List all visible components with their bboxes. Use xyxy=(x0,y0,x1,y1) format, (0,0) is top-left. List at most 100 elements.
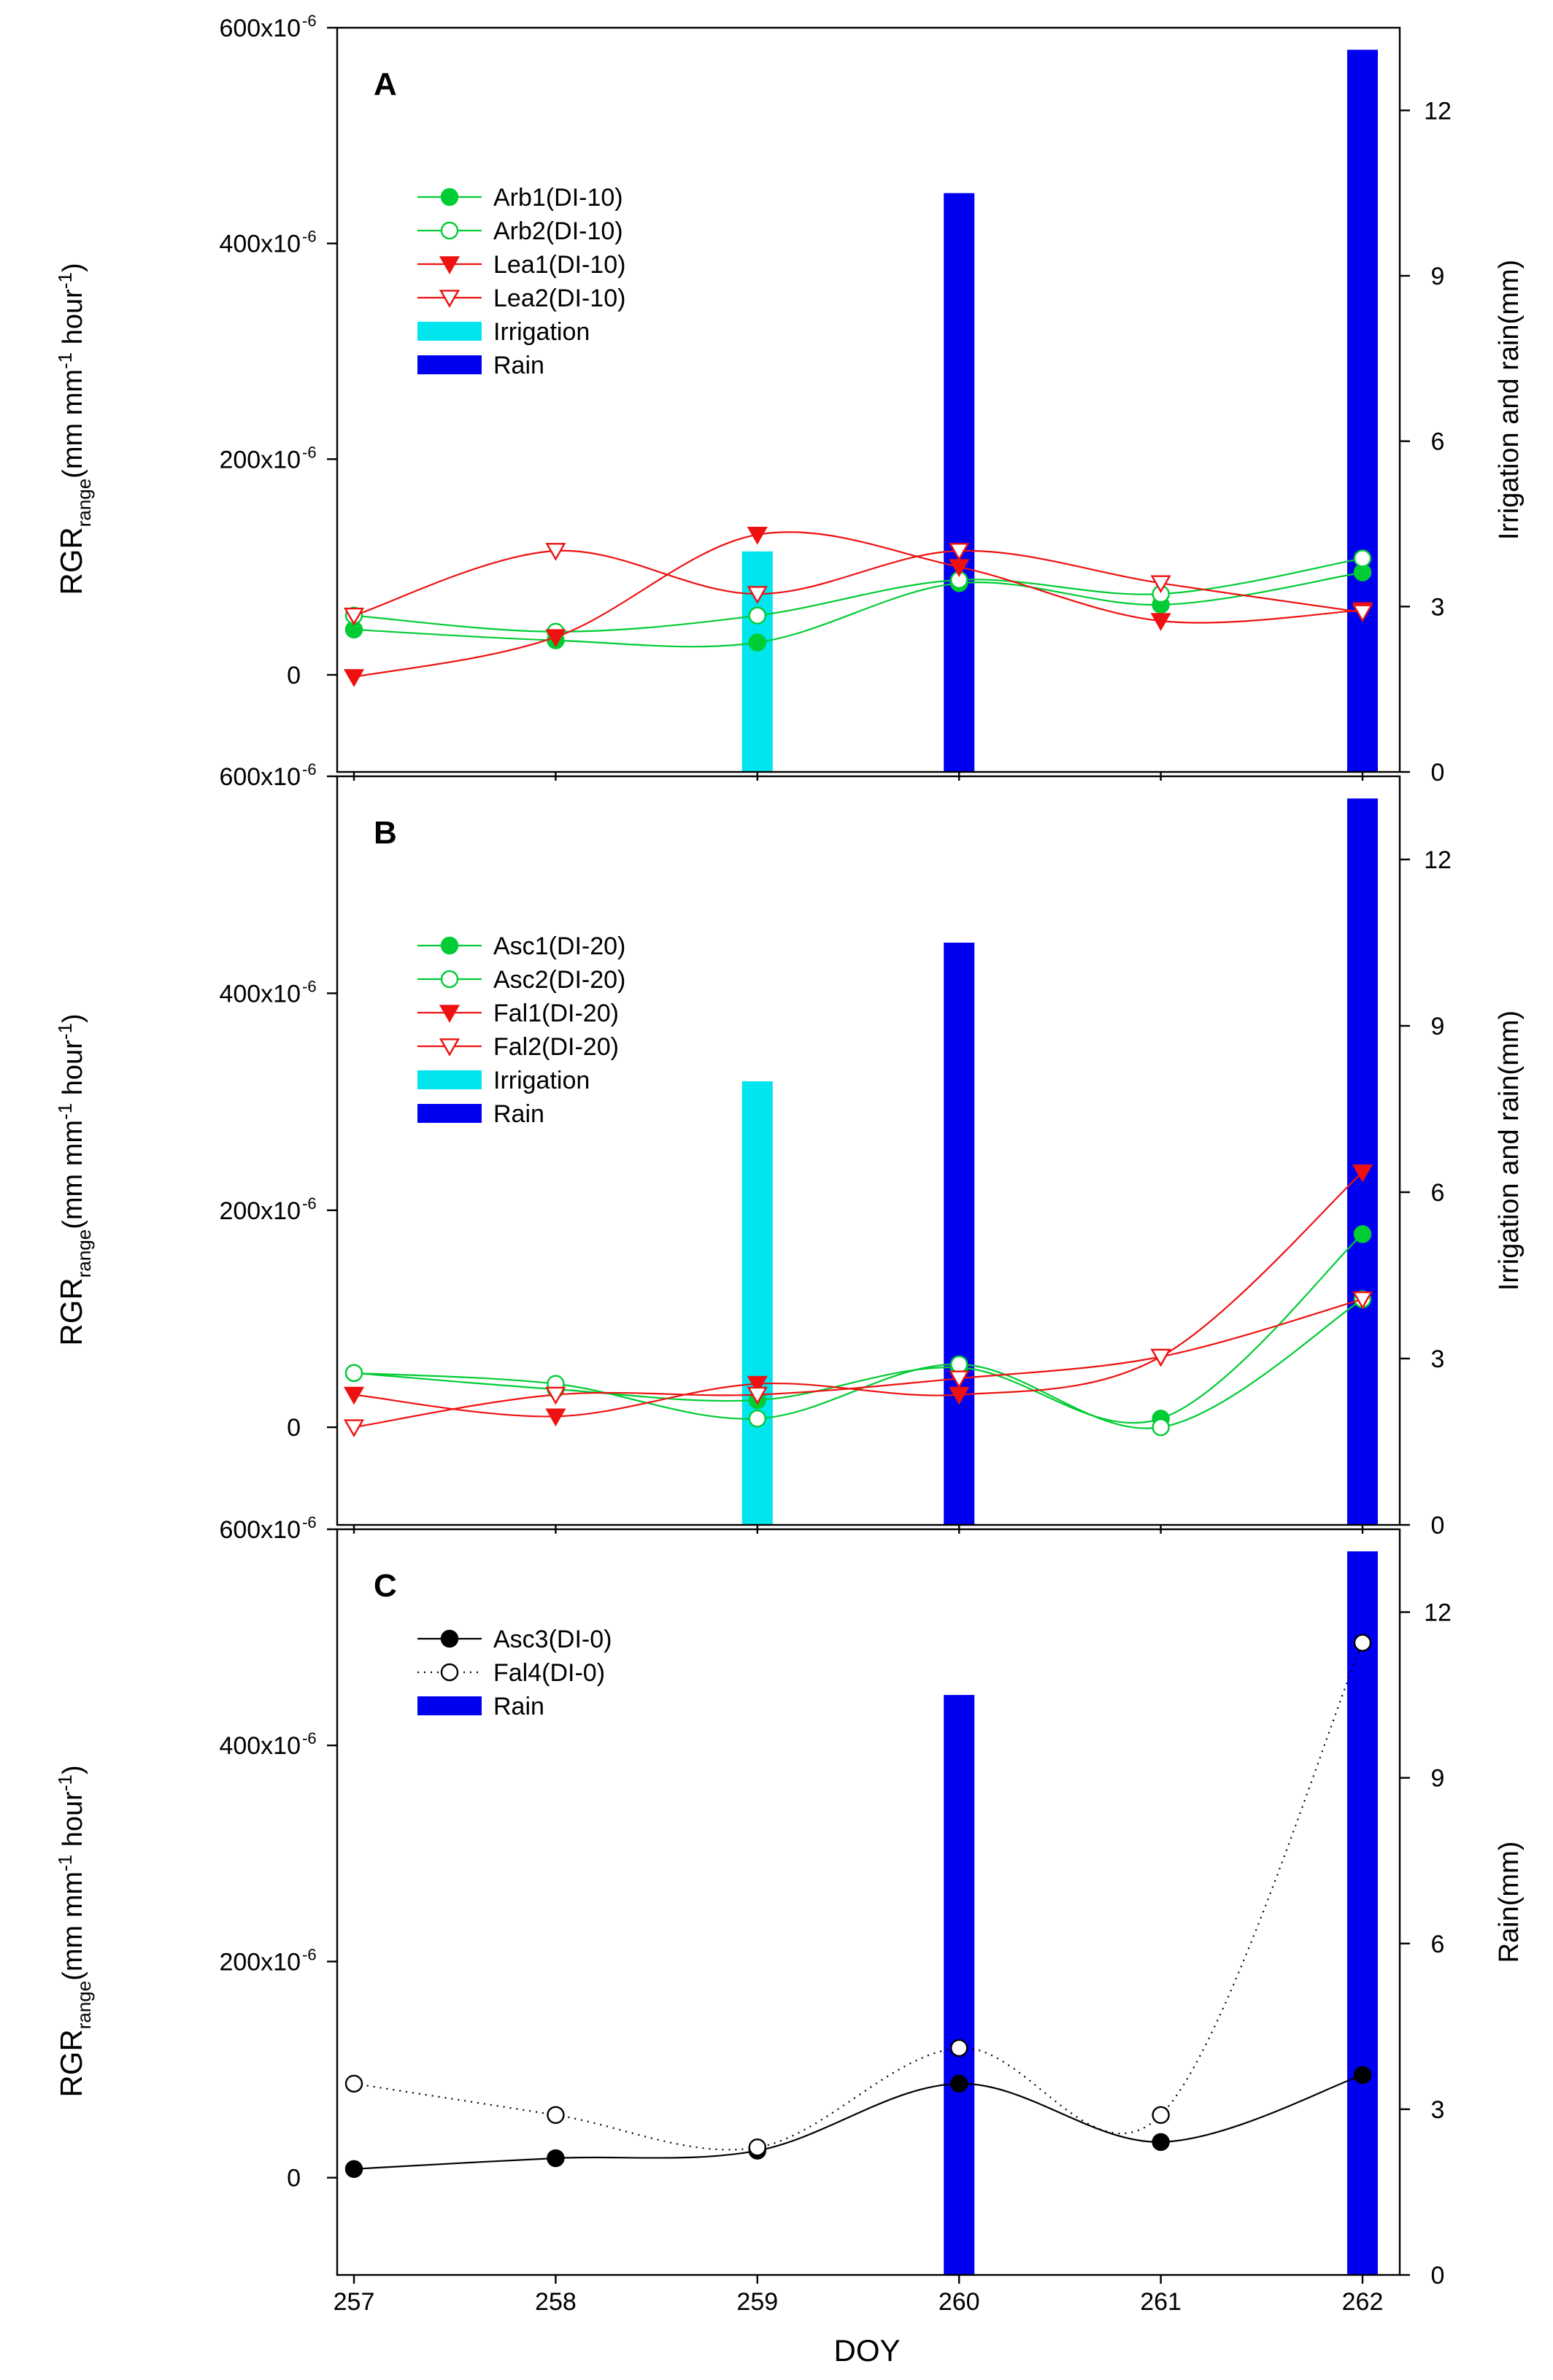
legend-entry: Irrigation xyxy=(493,1067,590,1094)
data-point-3-2 xyxy=(747,1386,768,1405)
right-tick-label-text: 6 xyxy=(1431,428,1445,456)
data-point-0-5 xyxy=(1353,1225,1372,1243)
series-line-0 xyxy=(353,2074,1363,2170)
left-tick-label-text: 200x10 xyxy=(219,1948,301,1976)
data-point-0-5 xyxy=(1353,2066,1372,2085)
left-tick-label: 400x10 xyxy=(219,1732,301,1760)
left-tick-exponent-text: -6 xyxy=(302,1513,317,1531)
left-axis-label-exp2: -1 xyxy=(54,1774,76,1791)
right-tick-label-text: 0 xyxy=(1431,1512,1445,1539)
legend-entry-text: Rain xyxy=(493,352,544,379)
legend-marker xyxy=(440,936,459,955)
legend-marker xyxy=(439,256,460,274)
left-axis-label-exp1: -1 xyxy=(54,1855,76,1871)
legend-entry: Rain xyxy=(493,352,544,379)
plot-frame xyxy=(336,1528,1401,2276)
left-tick-label-text: 400x10 xyxy=(219,231,301,258)
left-axis-label-unit-mid: hour xyxy=(58,289,88,352)
legend-entry: Arb2(DI-10) xyxy=(493,217,623,245)
left-tick-label: 200x10 xyxy=(219,1197,301,1225)
legend-swatch xyxy=(417,1696,482,1715)
data-point-2-2 xyxy=(747,1375,768,1394)
left-axis-label-unit-mid: hour xyxy=(58,1791,88,1855)
data-point-0-1 xyxy=(547,2149,565,2168)
legend-entry-text: Fal4(DI-0) xyxy=(493,1659,605,1687)
x-tick-label: 257 xyxy=(334,2288,375,2316)
data-point-3-5 xyxy=(1352,1291,1373,1310)
right-tick-label-text: 0 xyxy=(1431,759,1445,787)
data-point-1-1 xyxy=(547,2106,565,2124)
right-tick-label: 12 xyxy=(1424,97,1452,125)
right-tick-label-text: 3 xyxy=(1431,1345,1445,1373)
panel-label: A xyxy=(374,66,397,102)
x-tick-label: 261 xyxy=(1140,2288,1182,2316)
data-point-1-0 xyxy=(344,1364,363,1383)
left-axis-label-sub: range xyxy=(73,1981,95,2030)
left-tick-label-text: 0 xyxy=(287,1414,301,1442)
data-point-0-3 xyxy=(949,2074,968,2093)
x-tick-label: 259 xyxy=(736,2288,778,2316)
legend-entry-text: Fal2(DI-20) xyxy=(493,1033,619,1061)
data-point-3-4 xyxy=(1150,1348,1171,1367)
left-tick-exponent-text: -6 xyxy=(302,12,317,30)
x-tick-label-text: 258 xyxy=(535,2288,577,2316)
right-tick-label: 3 xyxy=(1431,2096,1445,2124)
panel-label-text: A xyxy=(374,66,397,102)
left-tick-label: 200x10 xyxy=(219,446,301,474)
data-point-0-2 xyxy=(748,633,767,652)
left-tick-label: 400x10 xyxy=(219,231,301,258)
legend-entry: Rain xyxy=(493,1693,544,1720)
data-point-1-2 xyxy=(748,2138,767,2157)
right-tick-label: 12 xyxy=(1424,1599,1452,1627)
legend-marker xyxy=(440,970,459,989)
bar-rain-260 xyxy=(944,943,975,1525)
right-axis-label: Rain(mm) xyxy=(1494,1842,1525,1963)
left-axis-label: RGRrange(mm mm-1 hour-1) xyxy=(54,1765,95,2097)
legend-marker xyxy=(439,1005,460,1023)
series-line-3 xyxy=(353,1298,1363,1429)
left-axis-label-unit-prefix: (mm mm xyxy=(58,369,88,479)
x-axis-label: DOY xyxy=(833,2333,900,2368)
legend-entry: Asc3(DI-0) xyxy=(493,1626,612,1653)
right-tick-label: 12 xyxy=(1424,846,1452,874)
data-point-3-3 xyxy=(949,543,970,561)
left-axis-label-unit-suffix: ) xyxy=(58,1013,88,1023)
data-point-1-5 xyxy=(1353,1634,1372,1652)
data-point-1-5 xyxy=(1353,549,1372,568)
legend-swatch xyxy=(417,355,482,374)
x-tick-label-text: 259 xyxy=(736,2288,778,2316)
legend: Arb1(DI-10) Arb2(DI-10) Lea1(DI-10) Lea2(DI… xyxy=(417,184,625,379)
left-tick-exponent: -6 xyxy=(302,1513,317,1531)
left-axis-label: RGRrange(mm mm-1 hour-1) xyxy=(54,263,95,595)
left-tick-label: 0 xyxy=(287,1414,301,1442)
legend-entry: Lea2(DI-10) xyxy=(493,285,625,312)
data-point-3-5 xyxy=(1352,604,1373,623)
legend-entry: Arb1(DI-10) xyxy=(493,184,623,212)
right-tick-label: 9 xyxy=(1431,1013,1445,1040)
bar-rain-262 xyxy=(1347,1551,1378,2275)
left-axis-label: RGRrange(mm mm-1 hour-1) xyxy=(54,1013,95,1345)
right-tick-label-text: 6 xyxy=(1431,1179,1445,1207)
left-tick-exponent: -6 xyxy=(302,228,317,246)
legend-entry-text: Asc2(DI-20) xyxy=(493,966,625,994)
left-tick-label: 200x10 xyxy=(219,1948,301,1976)
right-tick-label-text: 12 xyxy=(1424,1599,1452,1627)
x-tick-label-text: 262 xyxy=(1342,2288,1384,2316)
plot-frame xyxy=(336,775,1401,1526)
series-line-3 xyxy=(353,549,1363,617)
right-tick-label: 6 xyxy=(1431,428,1445,456)
left-axis-label-unit-suffix: ) xyxy=(58,1765,88,1774)
left-tick-label: 0 xyxy=(287,2165,301,2192)
left-tick-exponent-text: -6 xyxy=(302,228,317,246)
left-tick-exponent: -6 xyxy=(302,443,317,461)
legend-entry: Fal4(DI-0) xyxy=(493,1659,605,1687)
data-point-2-0 xyxy=(343,669,365,687)
left-tick-label-text: 0 xyxy=(287,662,301,689)
legend-entry-text: Lea1(DI-10) xyxy=(493,251,625,279)
legend: Asc3(DI-0) Fal4(DI-0) Rain xyxy=(417,1626,612,1720)
left-axis-label-sub: range xyxy=(73,1229,95,1278)
left-tick-exponent: -6 xyxy=(302,977,317,995)
data-point-2-4 xyxy=(1150,613,1171,631)
